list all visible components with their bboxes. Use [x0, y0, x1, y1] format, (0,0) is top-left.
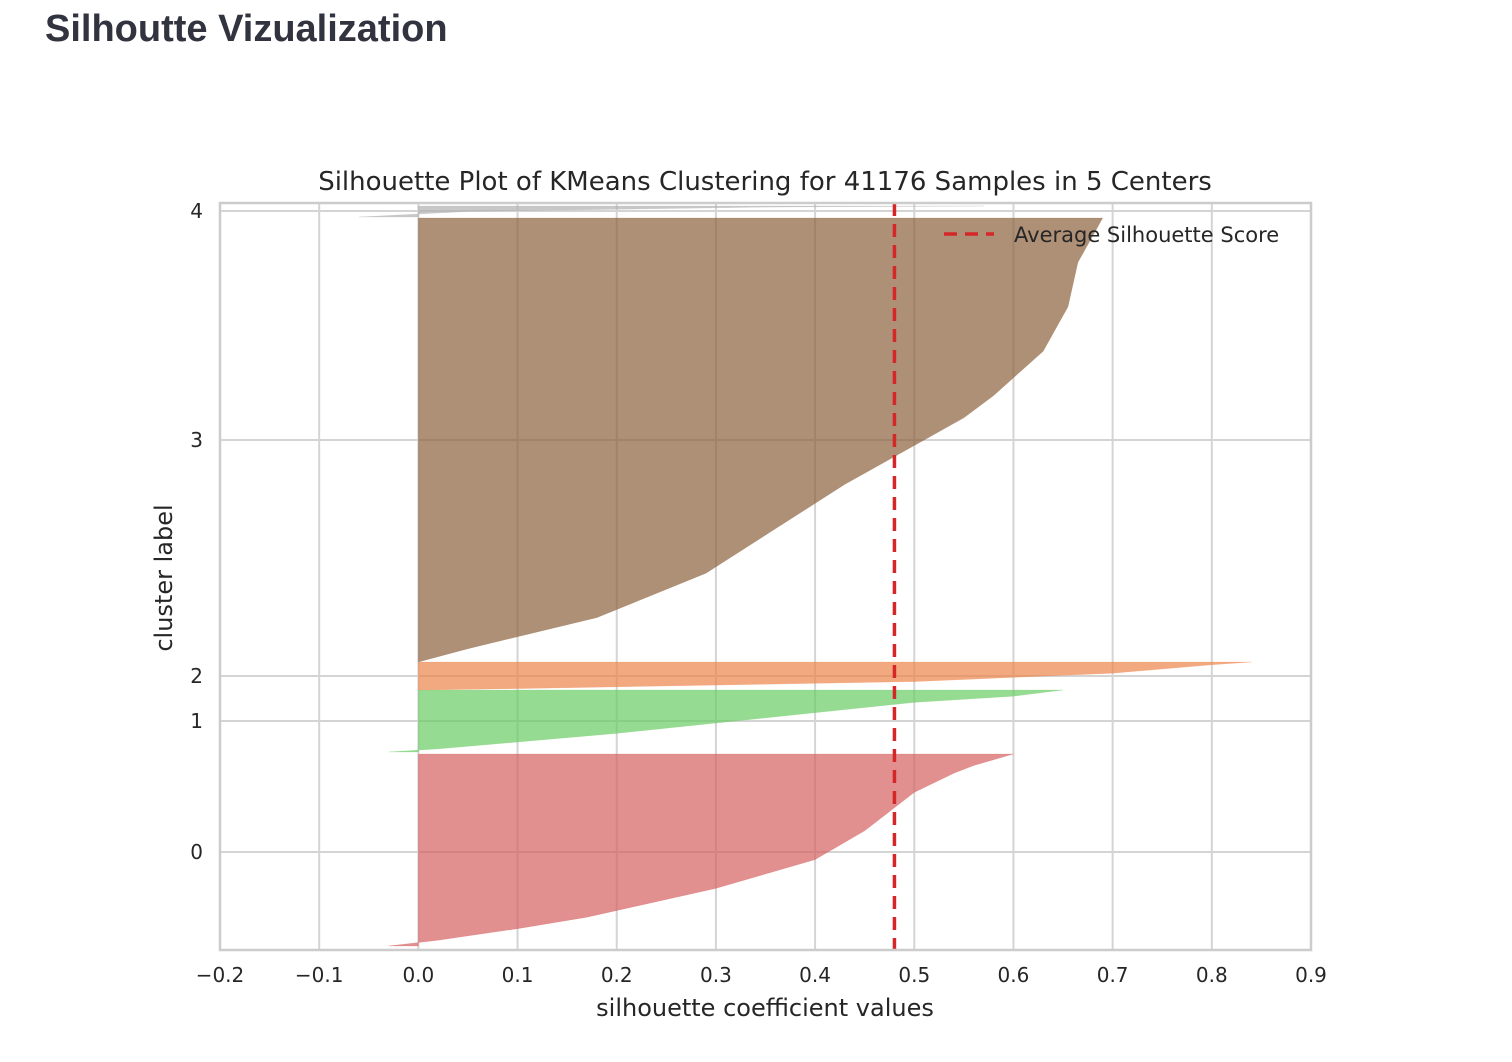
cluster-3-silhouette	[418, 217, 1104, 663]
chart-title: Silhouette Plot of KMeans Clustering for…	[318, 167, 1212, 197]
legend-label: Average Silhouette Score	[1014, 223, 1279, 247]
x-tick-label: −0.1	[295, 963, 344, 987]
x-tick-label: 0.4	[799, 963, 831, 987]
x-tick-label: 0.8	[1196, 963, 1228, 987]
y-tick-labels: 0 1 2 3 4	[190, 199, 203, 864]
legend: Average Silhouette Score	[944, 223, 1279, 247]
x-tick-label: 0.1	[502, 963, 534, 987]
x-tick-label: −0.2	[196, 963, 245, 987]
y-tick-label: 3	[190, 428, 203, 452]
silhouette-clusters	[358, 205, 1252, 947]
x-tick-labels: −0.2 −0.1 0.0 0.1 0.2 0.3 0.4 0.5 0.6 0.7 0.8 0.9	[196, 963, 1327, 987]
x-tick-label: 0.0	[402, 963, 434, 987]
x-tick-label: 0.9	[1295, 963, 1327, 987]
x-tick-label: 0.6	[998, 963, 1030, 987]
y-tick-label: 0	[190, 840, 203, 864]
cluster-1-silhouette	[388, 689, 1064, 753]
plot-frame	[218, 201, 1313, 952]
cluster-2-silhouette	[418, 661, 1252, 691]
x-axis-title: silhouette coefficient values	[596, 994, 934, 1022]
y-axis-title: cluster label	[150, 504, 178, 651]
y-tick-label: 1	[190, 709, 203, 733]
x-tick-label: 0.2	[601, 963, 633, 987]
cluster-0-silhouette	[388, 753, 1014, 947]
cluster-4-silhouette	[358, 205, 984, 218]
y-tick-label: 4	[190, 199, 203, 223]
y-tick-label: 2	[190, 664, 203, 688]
x-tick-label: 0.5	[898, 963, 930, 987]
x-tick-label: 0.3	[700, 963, 732, 987]
page-title: Silhoutte Vizualization	[45, 8, 448, 50]
x-tick-label: 0.7	[1097, 963, 1129, 987]
